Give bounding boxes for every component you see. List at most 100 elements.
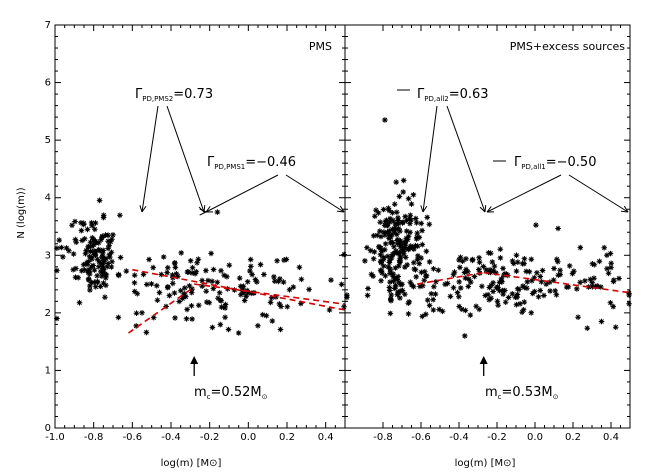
data-point: [95, 246, 102, 253]
data-point: [502, 299, 509, 305]
data-point: [380, 263, 387, 269]
data-point: [498, 276, 505, 282]
data-point: [596, 258, 603, 265]
arrow-head: [205, 206, 211, 213]
data-point: [454, 289, 461, 296]
data-point: [399, 281, 405, 288]
data-point: [175, 273, 181, 280]
data-point: [94, 273, 100, 279]
y-tick-label: 3: [45, 250, 51, 261]
data-point: [73, 239, 79, 245]
data-point: [338, 281, 345, 288]
data-point: [87, 287, 93, 293]
data-point: [396, 257, 403, 263]
data-point: [96, 264, 102, 270]
fit-high-mass-upper: [194, 283, 346, 306]
data-point: [364, 292, 371, 299]
data-point: [469, 257, 476, 264]
data-point: [386, 284, 393, 291]
data-point: [79, 237, 85, 244]
data-point: [259, 311, 266, 318]
data-point: [214, 209, 221, 215]
data-point: [244, 279, 251, 285]
data-point: [173, 271, 180, 277]
data-point: [94, 278, 101, 285]
data-point: [421, 277, 427, 284]
data-point: [296, 264, 303, 271]
data-point: [493, 270, 499, 276]
data-point: [370, 233, 377, 239]
data-point: [78, 268, 85, 274]
arrow-head: [141, 205, 147, 213]
arrow-head: [420, 205, 424, 213]
data-point: [80, 261, 87, 268]
data-point: [89, 222, 95, 229]
x-tick-label: 0.0: [240, 432, 256, 443]
data-point: [179, 295, 186, 302]
data-point: [405, 311, 412, 317]
gamma-high-label-right: ΓPD,all2=0.63: [417, 87, 489, 103]
data-point: [407, 220, 413, 227]
data-point: [245, 290, 251, 296]
data-point: [391, 225, 398, 232]
data-point: [419, 227, 425, 234]
data-point: [92, 226, 98, 233]
data-point: [69, 222, 75, 229]
data-point: [537, 273, 544, 280]
data-point: [98, 247, 105, 254]
data-point: [403, 228, 410, 234]
data-point: [247, 256, 254, 263]
data-point: [123, 268, 130, 274]
data-point: [378, 278, 384, 284]
data-point: [444, 280, 451, 287]
annotation-arrow: [446, 105, 486, 213]
data-point: [407, 229, 413, 236]
data-point: [367, 247, 374, 254]
data-point: [189, 264, 196, 271]
data-point: [462, 307, 469, 314]
data-point: [382, 232, 388, 238]
data-point: [509, 291, 516, 297]
data-point: [72, 218, 78, 225]
data-point: [89, 235, 96, 241]
data-point: [208, 250, 214, 257]
data-point: [395, 273, 401, 280]
data-point: [225, 326, 232, 333]
data-point: [503, 271, 510, 277]
data-point: [435, 267, 442, 273]
data-point: [100, 280, 107, 286]
data-point: [88, 279, 95, 286]
data-point: [188, 303, 195, 309]
data-point: [397, 254, 404, 260]
data-point: [103, 275, 109, 281]
data-point: [431, 283, 437, 290]
data-point: [278, 303, 284, 310]
gamma-low-label-right: ΓPD,all1=−0.50: [514, 155, 596, 171]
data-point: [392, 265, 399, 271]
data-point: [344, 294, 350, 301]
arrow-head: [479, 206, 486, 213]
mass-break-arrow-head: [190, 356, 199, 364]
data-point: [485, 250, 492, 256]
plot-frame: [54, 24, 346, 429]
data-point: [591, 275, 597, 281]
data-point: [189, 286, 195, 292]
data-point: [58, 244, 65, 251]
data-point: [115, 314, 122, 321]
data-point: [298, 276, 305, 283]
data-point: [368, 271, 375, 278]
data-point: [457, 254, 464, 261]
data-point: [535, 294, 542, 300]
data-point: [405, 195, 412, 202]
x-tick-label: 0.4: [318, 432, 334, 443]
data-point: [483, 267, 489, 273]
data-point: [382, 117, 388, 123]
data-point: [143, 329, 150, 336]
data-point: [170, 280, 176, 287]
data-point: [526, 268, 533, 275]
data-point: [277, 326, 284, 333]
data-point: [96, 197, 103, 204]
data-point: [430, 266, 437, 272]
data-point: [84, 261, 90, 268]
